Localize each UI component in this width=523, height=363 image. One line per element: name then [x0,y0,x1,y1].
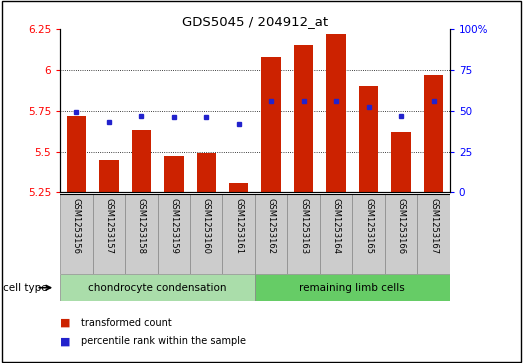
Text: chondrocyte condensation: chondrocyte condensation [88,283,227,293]
Text: percentile rank within the sample: percentile rank within the sample [81,336,246,346]
Text: ■: ■ [60,318,71,328]
Text: GSM1253158: GSM1253158 [137,198,146,254]
Bar [157,194,190,274]
Bar [66,115,86,192]
Bar [132,130,151,192]
Bar [294,45,313,192]
Text: GSM1253165: GSM1253165 [364,198,373,254]
Bar [385,194,417,274]
Text: GSM1253163: GSM1253163 [299,198,308,254]
Text: GSM1253160: GSM1253160 [202,198,211,254]
Bar [60,274,255,301]
Text: GSM1253162: GSM1253162 [267,198,276,254]
Bar [125,194,157,274]
Bar [320,194,353,274]
Text: GSM1253156: GSM1253156 [72,198,81,254]
Text: transformed count: transformed count [81,318,172,328]
Title: GDS5045 / 204912_at: GDS5045 / 204912_at [182,15,328,28]
Bar [353,194,385,274]
Bar [255,194,288,274]
Bar [359,86,378,192]
Bar [326,34,346,192]
Bar [424,75,444,192]
Text: cell type: cell type [3,283,47,293]
Text: GSM1253157: GSM1253157 [105,198,113,254]
Text: GSM1253164: GSM1253164 [332,198,340,254]
Bar [391,132,411,192]
Bar [255,274,450,301]
Bar [262,57,281,192]
Text: GSM1253167: GSM1253167 [429,198,438,254]
Bar [93,194,125,274]
Text: remaining limb cells: remaining limb cells [300,283,405,293]
Text: ■: ■ [60,336,71,346]
Bar [99,160,119,192]
Text: GSM1253161: GSM1253161 [234,198,243,254]
Bar [222,194,255,274]
Bar [190,194,222,274]
Text: GSM1253166: GSM1253166 [396,198,405,254]
Bar [417,194,450,274]
Bar [197,153,216,192]
Bar [60,194,93,274]
Text: GSM1253159: GSM1253159 [169,198,178,254]
Bar [288,194,320,274]
Bar [164,156,184,192]
Bar [229,183,248,192]
